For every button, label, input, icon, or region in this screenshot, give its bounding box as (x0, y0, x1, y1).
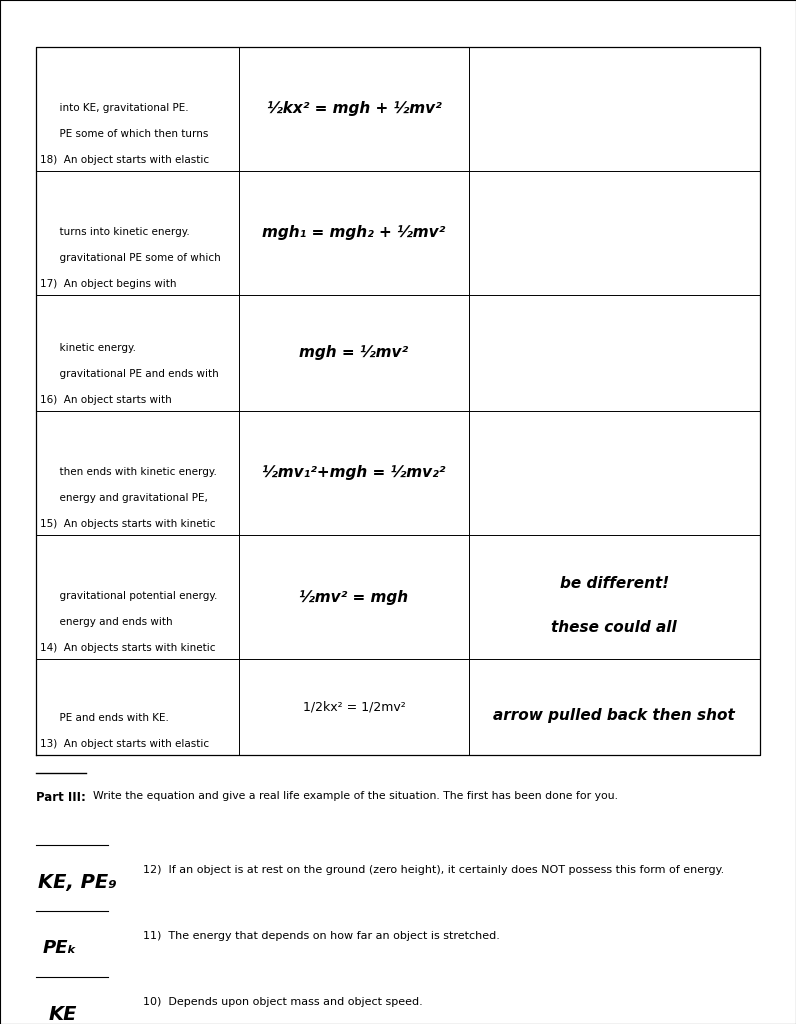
Text: kinetic energy.: kinetic energy. (40, 343, 136, 353)
Text: be different!: be different! (560, 575, 669, 591)
Text: then ends with kinetic energy.: then ends with kinetic energy. (40, 467, 217, 477)
Text: ½kx² = mgh + ½mv²: ½kx² = mgh + ½mv² (267, 101, 441, 116)
Text: 15)  An objects starts with kinetic: 15) An objects starts with kinetic (40, 519, 216, 529)
Text: these could all: these could all (552, 620, 677, 635)
Text: KE: KE (49, 1006, 77, 1024)
Text: energy and ends with: energy and ends with (40, 617, 173, 627)
Text: mgh = ½mv²: mgh = ½mv² (299, 345, 408, 360)
Text: 13)  An object starts with elastic: 13) An object starts with elastic (40, 739, 209, 750)
Text: 12)  If an object is at rest on the ground (zero height), it certainly does NOT : 12) If an object is at rest on the groun… (143, 865, 724, 876)
Text: PE and ends with KE.: PE and ends with KE. (40, 713, 169, 723)
Text: gravitational potential energy.: gravitational potential energy. (40, 591, 217, 601)
Text: gravitational PE and ends with: gravitational PE and ends with (40, 369, 219, 379)
Text: 18)  An object starts with elastic: 18) An object starts with elastic (40, 155, 209, 165)
Text: 16)  An object starts with: 16) An object starts with (40, 395, 172, 404)
Text: arrow pulled back then shot: arrow pulled back then shot (494, 708, 736, 723)
Text: PE some of which then turns: PE some of which then turns (40, 129, 209, 138)
Text: PEₖ: PEₖ (43, 939, 77, 957)
Text: turns into kinetic energy.: turns into kinetic energy. (40, 226, 189, 237)
Text: into KE, gravitational PE.: into KE, gravitational PE. (40, 102, 189, 113)
Text: 1/2kx² = 1/2mv²: 1/2kx² = 1/2mv² (302, 700, 405, 714)
Text: gravitational PE some of which: gravitational PE some of which (40, 253, 220, 263)
Text: Part III:: Part III: (36, 792, 86, 804)
Text: 11)  The energy that depends on how far an object is stretched.: 11) The energy that depends on how far a… (143, 932, 500, 941)
Text: ½mv₁²+mgh = ½mv₂²: ½mv₁²+mgh = ½mv₂² (262, 466, 446, 480)
Text: 14)  An objects starts with kinetic: 14) An objects starts with kinetic (40, 643, 216, 653)
Text: KE, PE₉: KE, PE₉ (38, 873, 117, 892)
Text: 10)  Depends upon object mass and object speed.: 10) Depends upon object mass and object … (143, 997, 423, 1008)
Text: ½mv² = mgh: ½mv² = mgh (299, 590, 408, 604)
Text: Write the equation and give a real life example of the situation. The first has : Write the equation and give a real life … (86, 792, 618, 801)
Text: 17)  An object begins with: 17) An object begins with (40, 279, 177, 289)
Text: energy and gravitational PE,: energy and gravitational PE, (40, 493, 208, 503)
Text: mgh₁ = mgh₂ + ½mv²: mgh₁ = mgh₂ + ½mv² (263, 225, 446, 241)
